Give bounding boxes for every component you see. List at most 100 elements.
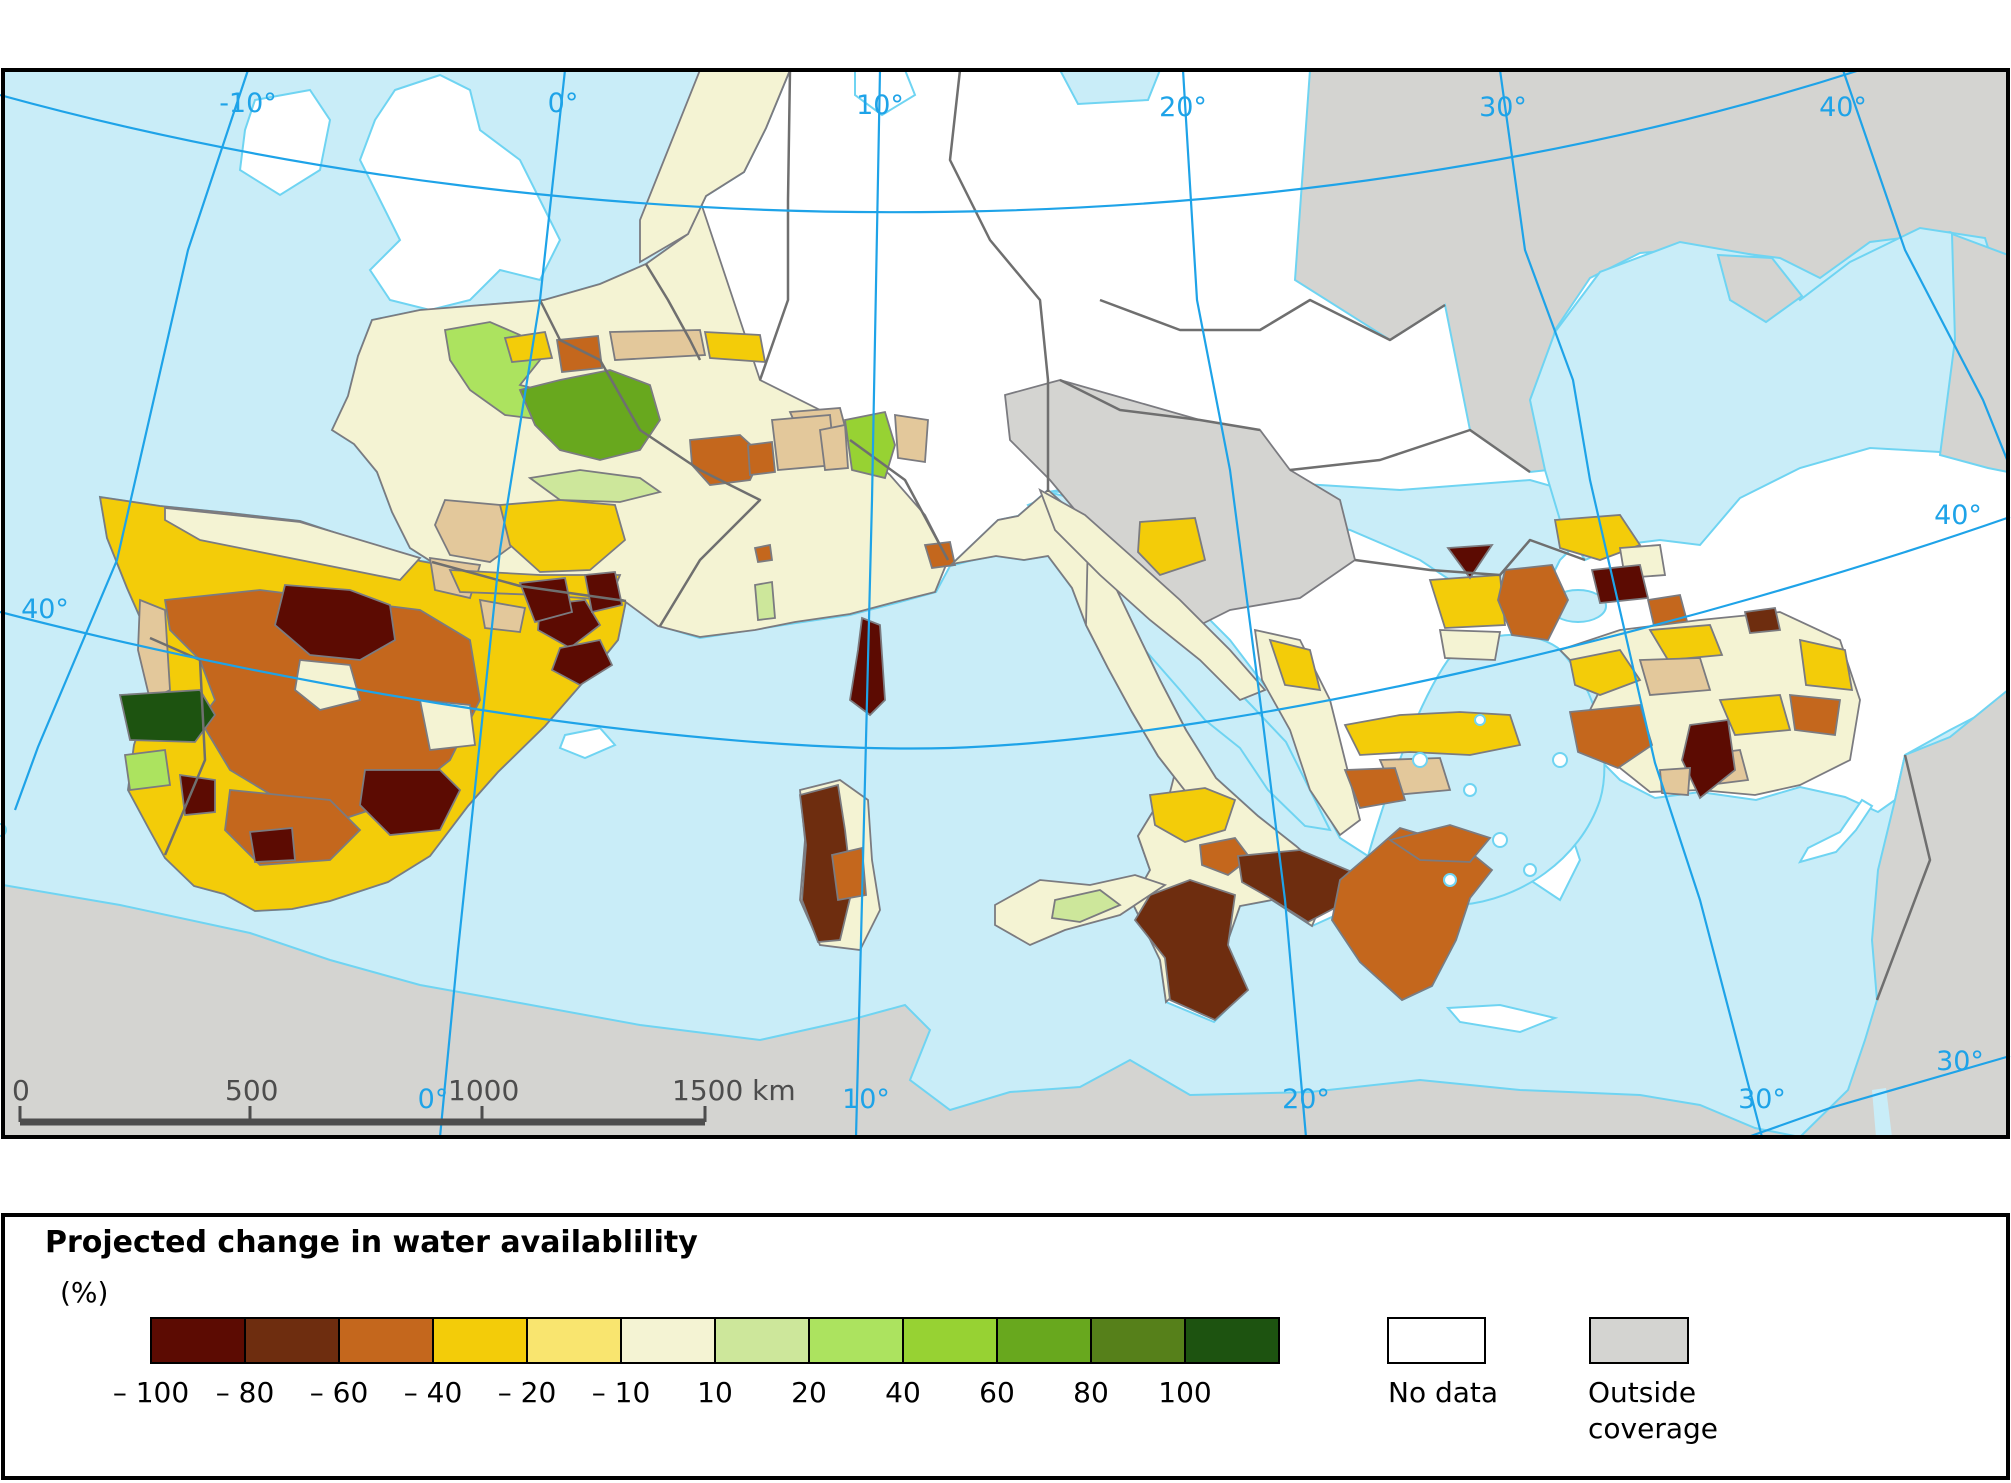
scale-tick-label: 1500 km xyxy=(672,1074,796,1107)
country-border xyxy=(948,69,1050,492)
longitude-label: 10° xyxy=(842,1084,890,1115)
basin-region xyxy=(703,331,767,363)
basin-region xyxy=(753,543,774,564)
island-crete xyxy=(1445,1003,1559,1034)
outside-coverage-crimea xyxy=(1716,253,1804,324)
basin-region xyxy=(1681,718,1736,800)
country-border xyxy=(431,560,627,603)
longitude-label: 20° xyxy=(1282,1084,1330,1115)
basin-region xyxy=(1446,543,1494,580)
longitude-label: 10° xyxy=(856,90,904,121)
legend-swatch xyxy=(996,1317,1092,1364)
outside-coverage-north-africa xyxy=(2,883,1801,1138)
aegean-islands xyxy=(0,714,1568,887)
legend-swatch xyxy=(526,1317,622,1364)
basin-region xyxy=(550,638,614,687)
basin-region xyxy=(518,369,661,461)
legend-swatch xyxy=(714,1317,810,1364)
basin-region xyxy=(799,783,853,943)
basin-region xyxy=(1438,629,1502,661)
legend-tick-label: 60 xyxy=(979,1376,1015,1409)
legend-swatch xyxy=(338,1317,434,1364)
legend-swatch xyxy=(902,1317,998,1364)
legend-swatch xyxy=(432,1317,528,1364)
island-majorca xyxy=(558,726,617,760)
basin-region xyxy=(1133,879,1250,1022)
legend-color-ramp xyxy=(150,1317,1280,1364)
legend-tick-label: – 60 xyxy=(310,1376,369,1409)
latitude-label: 40° xyxy=(21,594,69,625)
parallel-50n xyxy=(0,68,1861,214)
country-border xyxy=(849,438,950,561)
legend-tick-label: – 10 xyxy=(592,1376,651,1409)
legend-tick-label: 100 xyxy=(1158,1376,1211,1409)
nile-river xyxy=(1872,1088,1892,1137)
country-border xyxy=(1099,298,1446,342)
scale-tick-label: 1000 xyxy=(448,1074,519,1107)
land-ireland xyxy=(238,88,332,197)
basin-region xyxy=(583,571,624,614)
map-frame xyxy=(1,68,2010,1139)
basin-region xyxy=(747,440,776,477)
legend-unit: (%) xyxy=(60,1276,108,1309)
basin-region xyxy=(498,499,627,573)
graticule-lines xyxy=(0,68,2011,1139)
basin-region xyxy=(1743,606,1782,634)
longitude-label: 0° xyxy=(548,88,579,119)
longitude-label: 20° xyxy=(1159,92,1207,123)
basin-region xyxy=(923,541,957,569)
map-panel: -10° 0° 10° 20° 30° 40° 0° 10° 20° 30° 4… xyxy=(0,68,2011,1139)
basin-region xyxy=(639,69,792,264)
legend-outside-coverage-label: Outside xyxy=(1588,1376,1696,1409)
country-border xyxy=(538,299,762,627)
meridian-20 xyxy=(1181,69,1308,1138)
legend-tick-label: 10 xyxy=(697,1376,733,1409)
parallel-30n xyxy=(1747,1054,2011,1139)
country-border xyxy=(149,636,207,856)
legend-tick-label: 80 xyxy=(1073,1376,1109,1409)
meridian-10 xyxy=(854,69,882,1138)
basin-region xyxy=(1798,638,1854,692)
basin-region xyxy=(1387,824,1492,863)
basin-region xyxy=(830,846,867,902)
basin-region xyxy=(1718,694,1792,736)
legend-tick-label: – 100 xyxy=(113,1376,189,1409)
country-border xyxy=(644,263,702,361)
country-border xyxy=(1289,428,1531,474)
latitude-label: 30° xyxy=(1936,1046,1984,1077)
basin-region xyxy=(1638,657,1712,696)
baltic-sea xyxy=(1058,69,1162,106)
legend-title: Projected change in water availablility xyxy=(45,1225,698,1260)
basin-region xyxy=(359,769,462,836)
meridian-minus10 xyxy=(13,69,250,811)
legend-swatch xyxy=(150,1317,246,1364)
scale-bar: 0 500 1000 1500 km xyxy=(12,1074,796,1126)
basin-region xyxy=(1038,488,1267,702)
parallel-40n xyxy=(0,515,2011,750)
legend-swatch xyxy=(620,1317,716,1364)
legend-no-data-label: No data xyxy=(1388,1376,1498,1409)
basin-region xyxy=(123,748,172,792)
legend-tick-label: – 20 xyxy=(498,1376,557,1409)
legend-outside-coverage-label: coverage xyxy=(1588,1412,1718,1445)
basin-region xyxy=(754,580,776,622)
meridian-30 xyxy=(1498,69,1764,1138)
basin-region xyxy=(164,507,422,581)
basin-region xyxy=(1236,849,1353,924)
legend-no-data-swatch xyxy=(1387,1317,1486,1364)
basin-region xyxy=(1050,889,1122,923)
legend-panel: Projected change in water availablility … xyxy=(1,1213,2010,1480)
legend-swatch xyxy=(808,1317,904,1364)
basin-region xyxy=(248,827,296,863)
basin-region xyxy=(1137,517,1207,577)
legend-tick-label: – 80 xyxy=(216,1376,275,1409)
longitude-label: -10° xyxy=(219,88,277,119)
basin-region xyxy=(1148,787,1237,843)
country-border xyxy=(1059,378,1261,432)
basin-region xyxy=(1268,638,1322,692)
longitude-label: 30° xyxy=(1479,92,1527,123)
basin-region xyxy=(1343,767,1407,810)
basin-region xyxy=(1568,648,1642,696)
